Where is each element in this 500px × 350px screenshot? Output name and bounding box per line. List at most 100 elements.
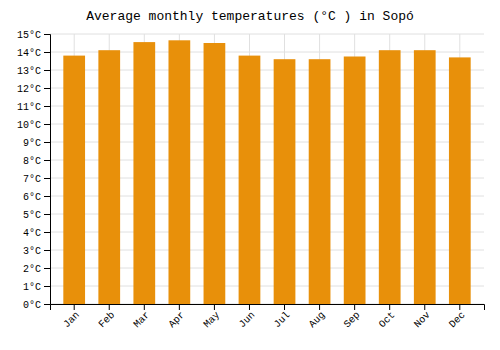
y-tick-mark xyxy=(44,304,50,305)
x-tick-mark xyxy=(319,304,320,310)
y-tick-mark xyxy=(44,70,50,71)
y-tick-mark xyxy=(44,268,50,269)
bar xyxy=(168,40,190,304)
x-tick-mark xyxy=(109,304,110,310)
y-tick: 4°C xyxy=(23,228,50,239)
x-tick-label: Dec xyxy=(447,310,468,331)
y-tick-mark xyxy=(44,52,50,53)
y-tick-mark xyxy=(44,196,50,197)
x-tick: Aug xyxy=(307,304,328,330)
y-tick: 12°C xyxy=(17,84,50,95)
x-tick-mark xyxy=(459,304,460,310)
x-tick-mark xyxy=(144,304,145,310)
x-tick-mark xyxy=(284,304,285,310)
x-tick: Nov xyxy=(412,304,433,330)
y-tick: 1°C xyxy=(23,282,50,293)
y-tick: 9°C xyxy=(23,138,50,149)
y-tick-label: 12°C xyxy=(17,84,41,95)
y-tick-label: 0°C xyxy=(23,300,41,311)
bar xyxy=(449,57,471,304)
grid xyxy=(50,34,484,304)
title: Average monthly temperatures (°C ) in So… xyxy=(86,9,414,24)
y-tick-mark xyxy=(44,34,50,35)
y-tick-label: 4°C xyxy=(23,228,41,239)
x-tick-mark xyxy=(179,304,180,310)
x-tick: Feb xyxy=(97,304,118,330)
x-tick-label: Jul xyxy=(272,310,293,331)
bar xyxy=(379,50,401,304)
y-tick: 13°C xyxy=(17,66,50,77)
x-tick: Sep xyxy=(342,304,363,330)
y-tick: 6°C xyxy=(23,192,50,203)
y-tick-label: 11°C xyxy=(17,102,41,113)
y-tick: 5°C xyxy=(23,210,50,221)
y-tick-label: 1°C xyxy=(23,282,41,293)
y-tick-label: 10°C xyxy=(17,120,41,131)
x-tick: Mar xyxy=(132,304,153,330)
bars xyxy=(63,40,470,304)
x-tick-label: May xyxy=(202,310,223,331)
y-tick-label: 5°C xyxy=(23,210,41,221)
x-axis-line xyxy=(51,305,485,311)
y-tick: 10°C xyxy=(17,120,50,131)
y-tick-mark xyxy=(44,214,50,215)
x-tick: Jul xyxy=(272,304,293,330)
x-tick-label: Aug xyxy=(307,310,328,331)
y-tick-label: 8°C xyxy=(23,156,41,167)
bar xyxy=(309,59,331,304)
x-axis: Jan Feb Mar Apr May Jun Jul Aug Sep Oct Nov Dec xyxy=(51,304,485,330)
chart: 0°C 1°C 2°C 3°C 4°C 5°C 6°C 7°C 8°C 9°C 10°C 11°C 12… xyxy=(0,0,500,350)
bar xyxy=(133,42,155,304)
x-tick: May xyxy=(202,304,223,330)
y-tick: 0°C xyxy=(23,300,50,311)
y-tick-label: 15°C xyxy=(17,30,41,41)
x-tick-label: Jan xyxy=(61,310,82,331)
x-tick-label: Mar xyxy=(132,310,153,331)
y-tick-mark xyxy=(44,124,50,125)
y-tick: 2°C xyxy=(23,264,50,275)
x-tick-mark xyxy=(249,304,250,310)
y-tick: 11°C xyxy=(17,102,50,113)
x-tick-label: Feb xyxy=(97,310,118,331)
x-tick-label: Jun xyxy=(237,310,258,331)
y-tick: 3°C xyxy=(23,246,50,257)
x-tick-label: Nov xyxy=(412,310,433,331)
bar xyxy=(239,56,261,304)
y-tick: 15°C xyxy=(17,30,50,41)
x-tick-label: Sep xyxy=(342,310,363,331)
x-tick-mark xyxy=(389,304,390,310)
x-tick-label: Apr xyxy=(167,310,188,331)
bar xyxy=(98,50,120,304)
y-tick-mark xyxy=(44,160,50,161)
x-tick-mark xyxy=(214,304,215,310)
y-tick-mark xyxy=(44,232,50,233)
y-tick-label: 13°C xyxy=(17,66,41,77)
y-tick: 8°C xyxy=(23,156,50,167)
y-tick-mark xyxy=(44,178,50,179)
y-tick-mark xyxy=(44,250,50,251)
y-tick-label: 3°C xyxy=(23,246,41,257)
y-tick-mark xyxy=(44,142,50,143)
y-axis: 0°C 1°C 2°C 3°C 4°C 5°C 6°C 7°C 8°C 9°C 10°C 11°C 12… xyxy=(17,30,51,311)
x-tick: Jan xyxy=(61,304,82,330)
x-tick: Oct xyxy=(377,304,398,330)
bar xyxy=(204,43,226,304)
y-tick-label: 14°C xyxy=(17,48,41,59)
x-tick-mark xyxy=(424,304,425,310)
bar xyxy=(414,50,436,304)
bar xyxy=(63,56,85,304)
y-tick-label: 9°C xyxy=(23,138,41,149)
x-tick: Dec xyxy=(447,304,468,330)
x-tick: Apr xyxy=(167,304,188,330)
y-tick: 7°C xyxy=(23,174,50,185)
y-tick-label: 6°C xyxy=(23,192,41,203)
y-tick-mark xyxy=(44,88,50,89)
y-grid-line xyxy=(50,34,484,35)
y-tick: 14°C xyxy=(17,48,50,59)
plot-area: 0°C 1°C 2°C 3°C 4°C 5°C 6°C 7°C 8°C 9°C 10°C 11°C 12… xyxy=(17,30,485,330)
y-tick-label: 7°C xyxy=(23,174,41,185)
y-tick-label: 2°C xyxy=(23,264,41,275)
x-tick-mark xyxy=(74,304,75,310)
bar xyxy=(274,59,296,304)
bar xyxy=(344,57,366,305)
